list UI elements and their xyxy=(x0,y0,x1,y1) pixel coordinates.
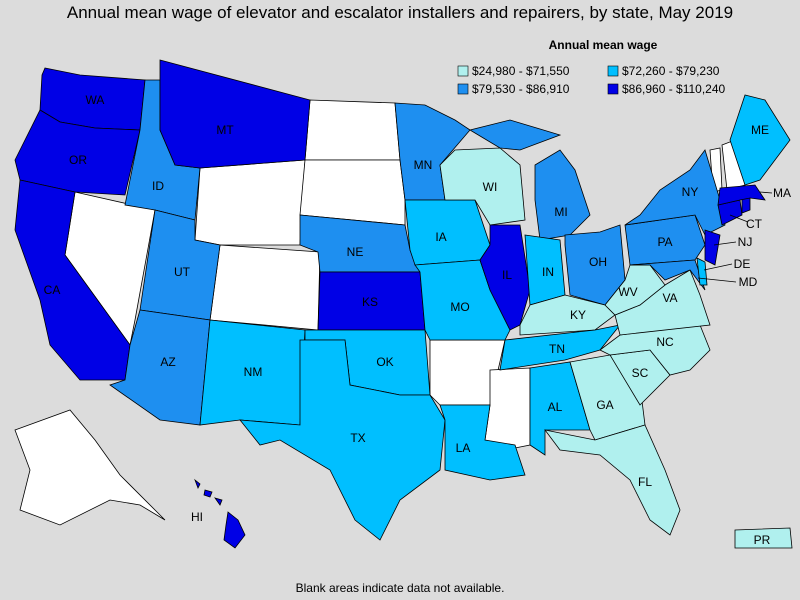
leader-line xyxy=(713,241,737,246)
state xyxy=(479,224,531,331)
state-label: ID xyxy=(152,179,164,193)
legend-swatch xyxy=(607,83,619,95)
legend-title: Annual mean wage xyxy=(549,38,658,52)
state-blank xyxy=(484,367,531,451)
state xyxy=(604,264,666,316)
state-label: MN xyxy=(414,158,433,172)
leader-line xyxy=(703,263,733,271)
state-label: NJ xyxy=(738,235,753,249)
state-label: LA xyxy=(456,441,471,455)
state xyxy=(704,229,721,266)
state-label: UT xyxy=(174,265,191,279)
legend-label: $79,530 - $86,910 xyxy=(472,82,570,96)
state xyxy=(734,527,793,549)
state xyxy=(203,489,213,498)
state xyxy=(214,497,223,506)
state-label: OK xyxy=(376,355,393,369)
state-label: TX xyxy=(350,431,365,445)
state xyxy=(404,199,491,266)
state xyxy=(468,119,562,151)
state-label: MI xyxy=(554,205,567,219)
state xyxy=(629,259,706,291)
state-label: NY xyxy=(682,185,699,199)
leader-lines xyxy=(697,191,773,283)
footnote: Blank areas indicate data not available. xyxy=(296,581,505,595)
state xyxy=(223,511,246,549)
state-label: VA xyxy=(662,291,677,305)
legend-label: $72,260 - $79,230 xyxy=(622,64,720,78)
state-label: WV xyxy=(618,285,637,299)
state xyxy=(159,59,311,169)
state-label: OH xyxy=(589,255,607,269)
state xyxy=(544,424,681,536)
state xyxy=(14,109,141,196)
state-label: PA xyxy=(657,235,672,249)
state-label: AL xyxy=(548,400,563,414)
legend-swatch xyxy=(457,83,469,95)
legend-label: $86,960 - $110,240 xyxy=(622,82,726,96)
state xyxy=(741,197,751,214)
state xyxy=(194,478,201,489)
state-label: SC xyxy=(632,366,649,380)
state-label: MA xyxy=(773,186,791,200)
title: Annual mean wage of elevator and escalat… xyxy=(67,3,733,22)
state-label: GA xyxy=(596,398,613,412)
legend: $24,980 - $71,550 $72,260 - $79,230 $79,53… xyxy=(457,64,726,96)
state-label: MT xyxy=(216,123,234,137)
state-label: NE xyxy=(347,245,364,259)
state-blank xyxy=(304,99,401,161)
state-label: WA xyxy=(86,93,105,107)
state-label: WI xyxy=(483,180,498,194)
state-label: TN xyxy=(549,342,565,356)
state xyxy=(534,149,591,241)
legend-label: $24,980 - $71,550 xyxy=(472,64,570,78)
state xyxy=(14,179,131,381)
state-label: IL xyxy=(502,268,512,282)
state xyxy=(439,404,526,481)
state-label: NC xyxy=(656,335,674,349)
legend-swatch xyxy=(457,65,469,77)
state-label: IN xyxy=(542,265,554,279)
state-blank xyxy=(209,244,321,331)
state-label: OR xyxy=(69,153,87,167)
state-label: MO xyxy=(450,300,469,314)
state-label: CT xyxy=(746,217,763,231)
state-label: KY xyxy=(570,308,586,322)
leader-line xyxy=(697,277,737,283)
state-label: HI xyxy=(191,510,203,524)
state-label: KS xyxy=(362,295,378,309)
legend-swatch xyxy=(607,65,619,77)
state-blank xyxy=(194,159,306,246)
state xyxy=(239,339,446,541)
state-label: CA xyxy=(44,283,61,297)
state-label: PR xyxy=(754,533,771,547)
state-label: ME xyxy=(751,123,769,137)
leader-line xyxy=(729,214,749,223)
no-data-states xyxy=(14,99,746,526)
state xyxy=(717,184,766,206)
state-label: MD xyxy=(739,275,758,289)
state-label: FL xyxy=(638,475,652,489)
states: WA OR CA ID MT UT AZ NM NE KS OK TX MN IA MO LA WI IL MI IN… xyxy=(14,59,793,549)
state xyxy=(729,94,791,186)
state-blank xyxy=(14,409,166,526)
state-label: IA xyxy=(435,230,446,244)
state-label: AZ xyxy=(160,355,175,369)
state-label: DE xyxy=(734,257,751,271)
state-blank xyxy=(299,159,406,226)
leader-line xyxy=(759,191,773,194)
state-label: NM xyxy=(244,365,263,379)
